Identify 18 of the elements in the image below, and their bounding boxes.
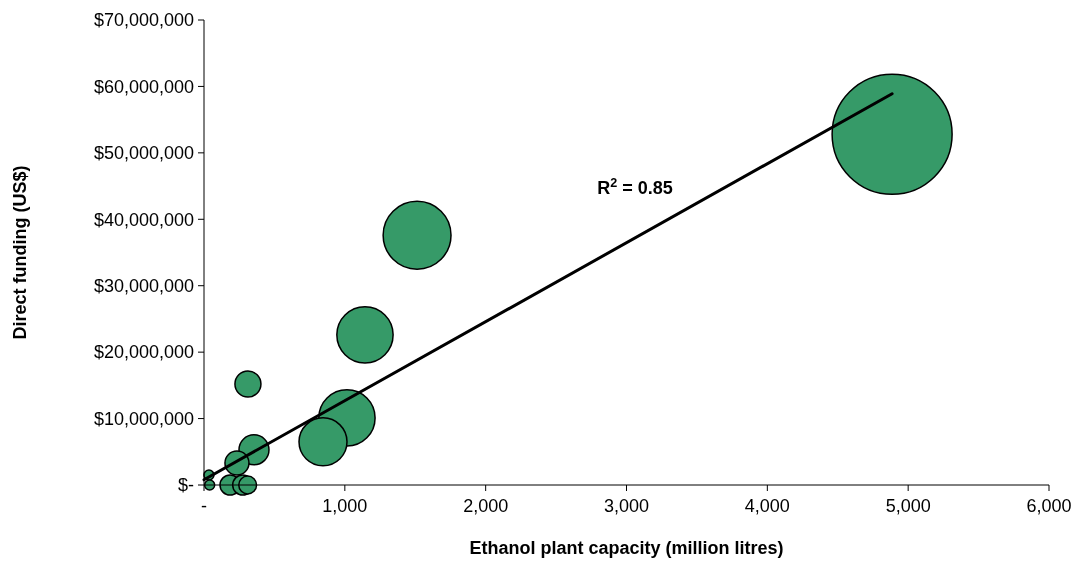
x-tick-label: - <box>201 496 207 516</box>
x-axis-title: Ethanol plant capacity (million litres) <box>469 538 784 558</box>
x-tick-label: 2,000 <box>463 496 509 516</box>
x-tick-label: 6,000 <box>1026 496 1072 516</box>
x-tick-label: 3,000 <box>603 496 650 516</box>
annotation: R$^{2}$ = 0.85 <box>597 175 673 198</box>
y-tick-label: $20,000,000 <box>93 342 194 363</box>
y-tick-label: $40,000,000 <box>93 209 194 230</box>
x-tick-label: 5,000 <box>885 496 931 516</box>
y-tick-label: $- <box>177 475 194 496</box>
x-tick-label: 4,000 <box>744 496 790 516</box>
y-axis-title: Direct funding (US$) <box>10 165 30 340</box>
x-tick-label: 1,000 <box>322 496 368 516</box>
y-tick-label: $60,000,000 <box>93 76 194 97</box>
y-tick-label: $70,000,000 <box>93 10 194 31</box>
y-tick-label: $10,000,000 <box>93 408 194 429</box>
y-tick-label: $30,000,000 <box>93 276 194 297</box>
y-tick-label: $50,000,000 <box>93 143 194 164</box>
